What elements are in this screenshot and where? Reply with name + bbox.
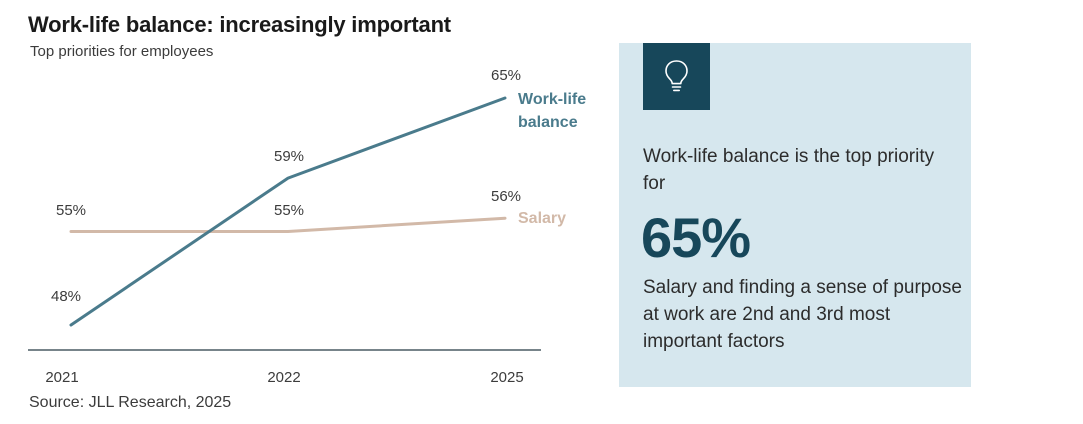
line-chart: 2021 2022 2025 48% 59% 65% 55% 55% 56% Work-life b… <box>28 67 586 386</box>
x-tick-label-2022: 2022 <box>267 369 300 386</box>
value-label-salary-2022: 55% <box>274 202 304 219</box>
callout-big-number: 65% <box>641 206 751 269</box>
series-label-work-life-balance-line-1: Work-life <box>518 91 586 108</box>
series-line-work-life-balance <box>69 96 507 327</box>
value-label-salary-2021: 55% <box>56 202 86 219</box>
series-line-salary <box>69 216 507 233</box>
chart-subtitle: Top priorities for employees <box>30 43 214 60</box>
value-label-work-life-balance-2021: 48% <box>51 288 81 305</box>
callout-panel: Work-life balance is the top priority fo… <box>619 43 971 387</box>
value-label-work-life-balance-2022: 59% <box>274 148 304 165</box>
series-label-work-life-balance-line-2: balance <box>518 114 578 131</box>
value-label-work-life-balance-2025: 65% <box>491 67 521 84</box>
callout-note: Salary and finding a sense of purpose at… <box>643 277 962 352</box>
lightbulb-icon <box>665 60 688 92</box>
x-tick-label-2025: 2025 <box>490 369 523 386</box>
icon-box <box>643 43 710 110</box>
callout-intro: Work-life balance is the top priority fo… <box>643 146 935 194</box>
value-label-salary-2025: 56% <box>491 188 521 205</box>
x-tick-label-2021: 2021 <box>45 369 78 386</box>
series-label-salary-line-1: Salary <box>518 210 566 227</box>
chart-title: Work-life balance: increasingly importan… <box>28 12 451 37</box>
source-note: Source: JLL Research, 2025 <box>29 394 232 411</box>
